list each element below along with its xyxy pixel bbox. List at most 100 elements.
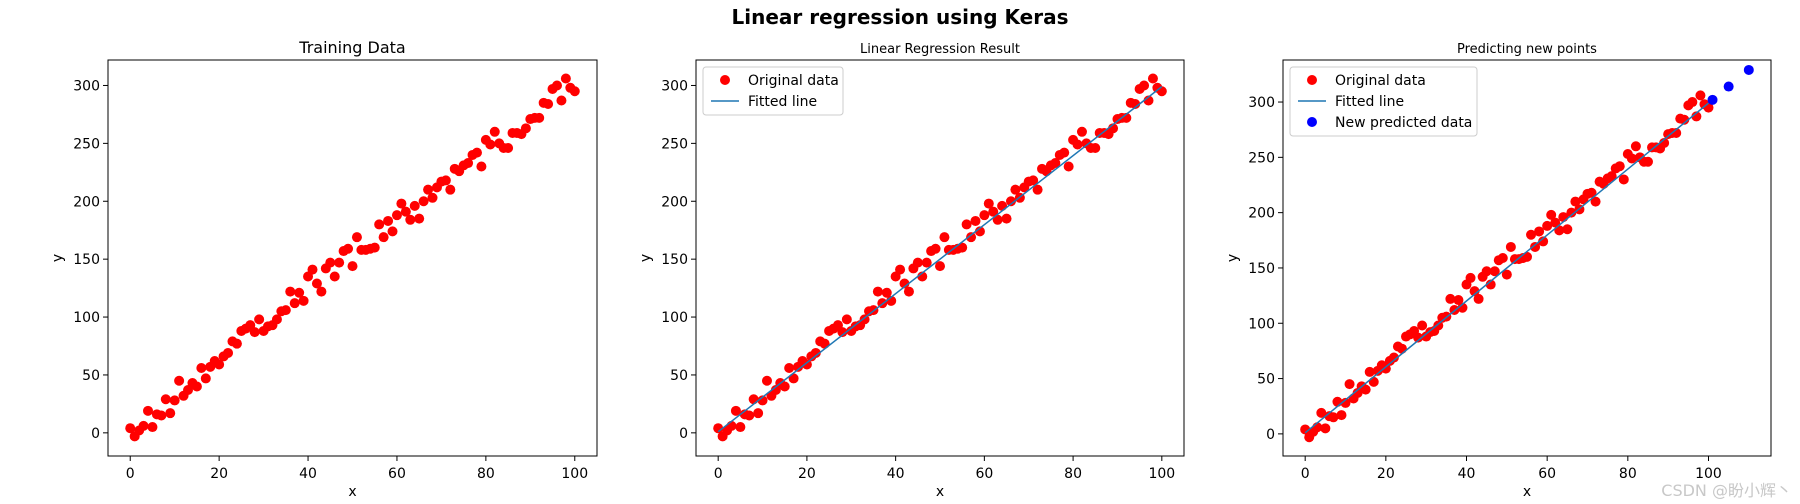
data-point (810, 347, 821, 358)
legend-label: Original data (748, 73, 839, 89)
data-point (979, 210, 990, 221)
y-tick-label: 0 (679, 426, 688, 442)
data-point (1671, 128, 1682, 139)
data-point (961, 219, 972, 230)
data-point (730, 405, 741, 416)
data-point (1050, 158, 1061, 169)
data-point (391, 210, 402, 221)
x-tick-label: 80 (1619, 466, 1637, 482)
data-point (316, 286, 327, 297)
legend-marker-swatch (1307, 117, 1317, 127)
data-point (334, 257, 345, 268)
data-point (1691, 111, 1702, 122)
data-point (294, 287, 305, 298)
data-point (400, 206, 411, 217)
data-point (383, 215, 394, 226)
data-point (801, 359, 812, 370)
y-axis-label: y (638, 254, 654, 262)
chart-linear-regression-result: Linear Regression Result 0 20 40 60 80 100 0 50 1… (638, 42, 1185, 500)
y-tick-label: 150 (1248, 261, 1275, 277)
data-point (819, 338, 830, 349)
chart-predicting-new-points: Predicting new points 0 20 40 60 80 100 0 50 100 1… (1225, 42, 1772, 500)
data-point (254, 314, 265, 325)
x-tick-label: 40 (1458, 466, 1476, 482)
data-point (414, 213, 425, 224)
data-point (1542, 220, 1553, 231)
data-point (551, 80, 562, 91)
y-tick-label: 100 (1248, 316, 1275, 332)
data-point (1530, 241, 1541, 252)
data-point (1687, 97, 1698, 108)
data-point (899, 278, 910, 289)
x-tick-label: 0 (1301, 466, 1310, 482)
legend-label: Fitted line (1335, 94, 1404, 110)
data-point (1130, 99, 1141, 109)
data-point (930, 243, 941, 254)
data-point (726, 420, 737, 431)
data-point (1642, 156, 1653, 167)
data-point (445, 184, 456, 195)
data-point (1546, 209, 1557, 220)
data-point (1445, 293, 1456, 304)
data-point (374, 219, 385, 230)
data-point (1076, 126, 1087, 137)
y-tick-label: 300 (1248, 95, 1275, 111)
data-point (138, 420, 149, 431)
x-tick-label: 20 (1377, 466, 1395, 482)
x-tick-label: 20 (798, 466, 816, 482)
predicted-point (1743, 64, 1754, 75)
data-point (1028, 175, 1039, 186)
x-tick-label: 40 (887, 466, 905, 482)
data-point (1473, 293, 1484, 304)
x-tick-label: 80 (1064, 466, 1082, 482)
y-axis-label: y (50, 254, 66, 262)
data-point (343, 243, 354, 254)
x-tick-label: 0 (126, 466, 135, 482)
data-point (1489, 266, 1500, 277)
data-point (1032, 184, 1043, 195)
y-tick-label: 150 (73, 252, 100, 268)
data-point (881, 287, 892, 298)
x-tick-label: 60 (388, 466, 406, 482)
data-point (784, 363, 795, 373)
data-point (223, 347, 234, 358)
axes-frame (695, 59, 1185, 457)
data-point (1368, 376, 1379, 387)
y-tick-label: 100 (73, 310, 100, 326)
data-point (1630, 141, 1641, 152)
y-tick-label: 0 (91, 426, 100, 442)
data-point (1344, 379, 1355, 390)
x-tick-label: 100 (1695, 466, 1722, 482)
data-point (1063, 161, 1074, 172)
y-tick-label: 300 (73, 78, 100, 94)
data-point (837, 327, 848, 338)
data-point (1618, 174, 1629, 185)
legend: Original data Fitted line (702, 66, 844, 116)
data-point (841, 314, 852, 325)
data-point (757, 395, 768, 406)
data-point (174, 375, 185, 386)
data-point (249, 327, 260, 338)
data-point (1695, 90, 1706, 101)
chart-title: Training Data (298, 38, 405, 57)
chart-title: Predicting new points (1457, 42, 1597, 57)
legend: Original data Fitted line New predicted da… (1289, 66, 1478, 137)
data-point (1481, 266, 1492, 277)
x-axis-label: x (348, 484, 356, 500)
x-tick-label: 100 (561, 466, 588, 482)
data-point (1526, 229, 1537, 240)
data-point (988, 206, 999, 217)
data-point (903, 286, 914, 297)
data-point (1005, 196, 1016, 207)
y-tick-label: 200 (1248, 206, 1275, 222)
x-axis-label: x (1523, 484, 1531, 500)
data-point (1497, 253, 1508, 263)
data-point (753, 408, 764, 419)
data-point (1534, 226, 1545, 237)
data-point (974, 226, 985, 237)
legend-box (702, 66, 844, 116)
data-point (329, 271, 340, 282)
data-point (556, 95, 567, 106)
data-point (966, 232, 977, 243)
